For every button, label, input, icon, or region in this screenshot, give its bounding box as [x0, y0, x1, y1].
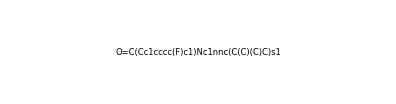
Text: O=C(Cc1cccc(F)c1)Nc1nnc(C(C)(C)C)s1: O=C(Cc1cccc(F)c1)Nc1nnc(C(C)(C)C)s1	[115, 48, 281, 56]
